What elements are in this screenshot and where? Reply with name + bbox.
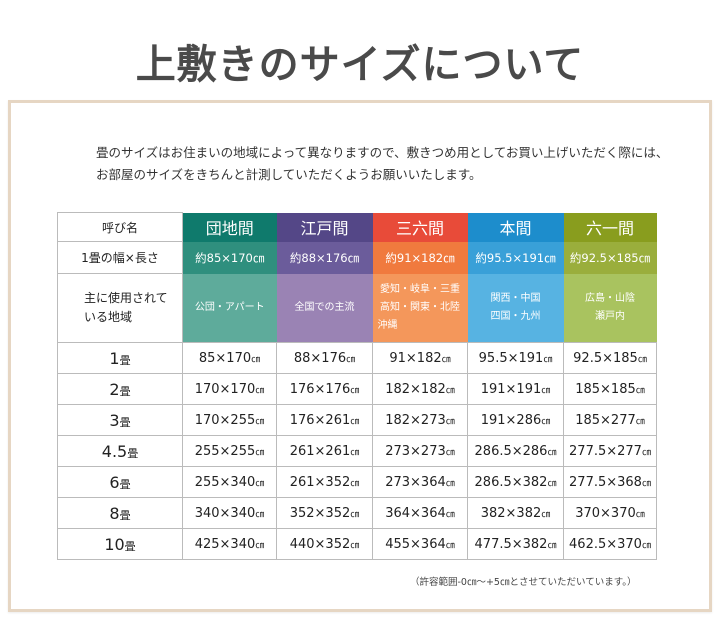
tatami-size: 約85×170㎝	[182, 241, 277, 274]
page-title: 上敷きのサイズについて	[135, 41, 585, 88]
intro-line: 畳のサイズはお住まいの地域によって異なりますので、敷きつめ用としてお買い上げいた…	[96, 145, 669, 160]
dimension-cell: 462.5×370㎝	[563, 528, 657, 560]
dimension-cell: 255×255㎝	[182, 435, 277, 467]
tatami-size: 約92.5×185㎝	[563, 241, 657, 274]
dimension-cell: 185×277㎝	[563, 404, 657, 436]
dimension-cell: 370×370㎝	[563, 497, 657, 529]
dimension-cell: 477.5×382㎝	[467, 528, 564, 560]
column-header: 本間	[467, 212, 564, 242]
dimension-cell: 273×273㎝	[372, 435, 468, 467]
dimension-cell: 191×286㎝	[467, 404, 564, 436]
tatami-count: 3畳	[57, 404, 183, 436]
tatami-count: 6畳	[57, 466, 183, 498]
table-row: 1畳 85×170㎝ 88×176㎝ 91×182㎝ 95.5×191㎝ 92.5×185…	[57, 342, 657, 374]
dimension-cell: 352×352㎝	[276, 497, 373, 529]
region-cell: 公団・アパート	[182, 273, 277, 343]
dimension-cell: 92.5×185㎝	[563, 342, 657, 374]
tatami-count: 1畳	[57, 342, 183, 374]
column-header: 団地間	[182, 212, 277, 242]
dimension-cell: 425×340㎝	[182, 528, 277, 560]
row-label-size: 1畳の幅×長さ	[57, 241, 183, 274]
dimension-cell: 255×340㎝	[182, 466, 277, 498]
dimension-cell: 440×352㎝	[276, 528, 373, 560]
dimension-cell: 273×364㎝	[372, 466, 468, 498]
dimension-cell: 382×382㎝	[467, 497, 564, 529]
dimension-cell: 170×170㎝	[182, 373, 277, 405]
size-table: 呼び名 団地間 江戸間 三六間 本間 六一間 1畳の幅×長さ 約85×170㎝ 約88×1…	[57, 212, 657, 560]
row-label-name: 呼び名	[57, 212, 183, 242]
dimension-cell: 261×261㎝	[276, 435, 373, 467]
dimension-cell: 286.5×382㎝	[467, 466, 564, 498]
tatami-count: 4.5畳	[57, 435, 183, 467]
tolerance-note: （許容範囲-0㎝～+5㎝とさせていただいています。）	[410, 577, 637, 588]
header-row: 呼び名 団地間 江戸間 三六間 本間 六一間	[57, 212, 657, 242]
column-header: 六一間	[563, 212, 657, 242]
dimension-cell: 170×255㎝	[182, 404, 277, 436]
region-cell: 全国での主流	[276, 273, 373, 343]
tatami-size: 約91×182㎝	[372, 241, 468, 274]
dimension-cell: 340×340㎝	[182, 497, 277, 529]
region-cell: 愛知・岐阜・三重 高知・関東・北陸 沖縄	[372, 273, 468, 343]
intro-line: お部屋のサイズをきちんと計測していただくようお願いいたします。	[96, 167, 482, 182]
dimension-cell: 277.5×368㎝	[563, 466, 657, 498]
dimension-cell: 176×176㎝	[276, 373, 373, 405]
table-row: 3畳 170×255㎝ 176×261㎝ 182×273㎝ 191×286㎝ 185×27…	[57, 404, 657, 436]
dimension-cell: 176×261㎝	[276, 404, 373, 436]
region-cell: 関西・中国 四国・九州	[467, 273, 564, 343]
size-row: 1畳の幅×長さ 約85×170㎝ 約88×176㎝ 約91×182㎝ 約95.5×19…	[57, 241, 657, 274]
table-row: 6畳 255×340㎝ 261×352㎝ 273×364㎝ 286.5×382㎝ 277.…	[57, 466, 657, 498]
table-row: 2畳 170×170㎝ 176×176㎝ 182×182㎝ 191×191㎝ 185×18…	[57, 373, 657, 405]
dimension-cell: 185×185㎝	[563, 373, 657, 405]
tatami-count: 8畳	[57, 497, 183, 529]
table-row: 8畳 340×340㎝ 352×352㎝ 364×364㎝ 382×382㎝ 370×37…	[57, 497, 657, 529]
intro-text: 畳のサイズはお住まいの地域によって異なりますので、敷きつめ用としてお買い上げいた…	[96, 142, 668, 186]
column-header: 江戸間	[276, 212, 373, 242]
table-row: 4.5畳 255×255㎝ 261×261㎝ 273×273㎝ 286.5×286㎝ 27…	[57, 435, 657, 467]
tatami-size: 約95.5×191㎝	[467, 241, 564, 274]
dimension-cell: 261×352㎝	[276, 466, 373, 498]
row-label-region: 主に使用されて いる地域	[57, 273, 183, 343]
dimension-cell: 182×273㎝	[372, 404, 468, 436]
region-cell: 広島・山陰 瀬戸内	[563, 273, 657, 343]
dimension-cell: 191×191㎝	[467, 373, 564, 405]
tatami-count: 2畳	[57, 373, 183, 405]
tatami-count: 10畳	[57, 528, 183, 560]
dimension-cell: 364×364㎝	[372, 497, 468, 529]
dimension-cell: 455×364㎝	[372, 528, 468, 560]
table-row: 10畳 425×340㎝ 440×352㎝ 455×364㎝ 477.5×382㎝ 462…	[57, 528, 657, 560]
column-header: 三六間	[372, 212, 468, 242]
region-row: 主に使用されて いる地域 公団・アパート 全国での主流 愛知・岐阜・三重 高知・関東・北…	[57, 273, 657, 343]
dimension-cell: 182×182㎝	[372, 373, 468, 405]
dimension-cell: 286.5×286㎝	[467, 435, 564, 467]
dimension-cell: 88×176㎝	[276, 342, 373, 374]
dimension-cell: 85×170㎝	[182, 342, 277, 374]
tatami-size: 約88×176㎝	[276, 241, 373, 274]
dimension-cell: 277.5×277㎝	[563, 435, 657, 467]
dimension-cell: 95.5×191㎝	[467, 342, 564, 374]
dimension-cell: 91×182㎝	[372, 342, 468, 374]
